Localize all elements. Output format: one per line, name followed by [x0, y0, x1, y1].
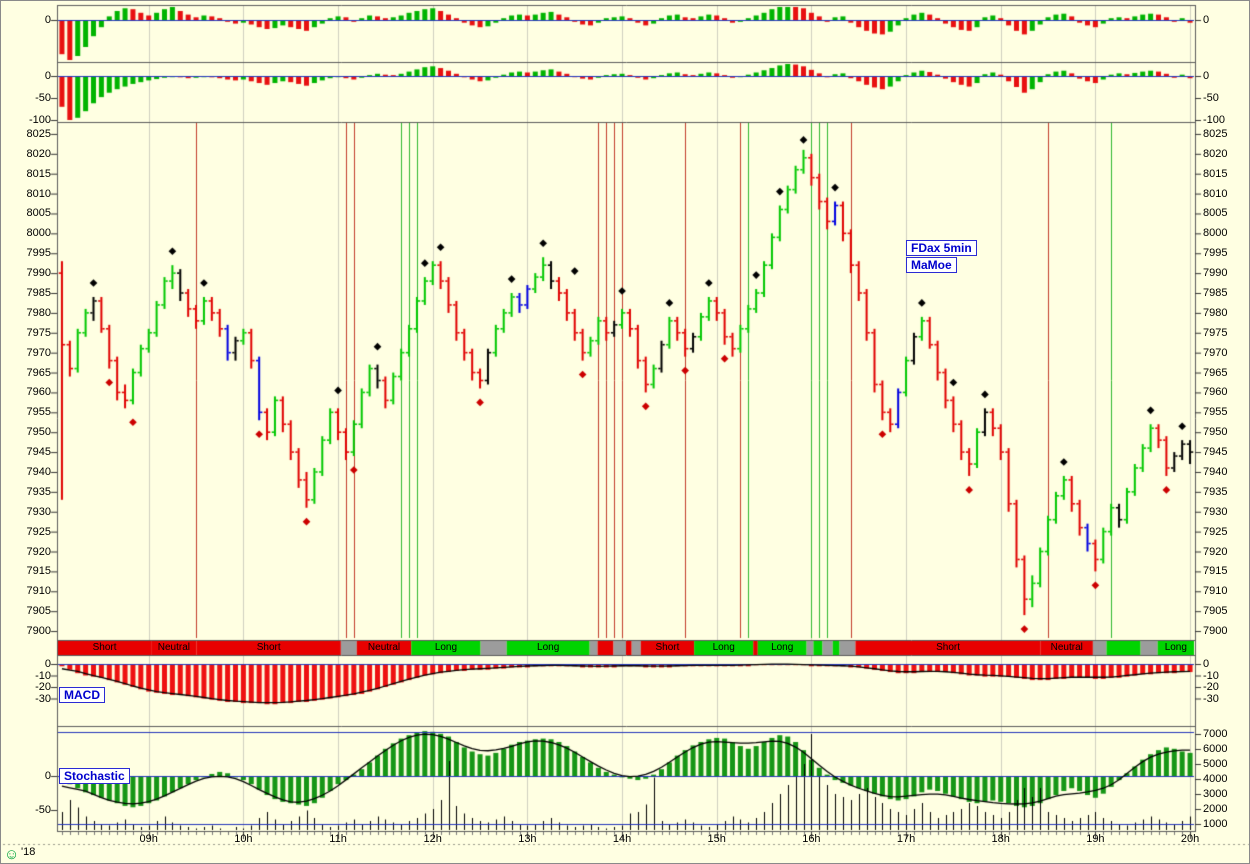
chart-legend[interactable]: FDax 5min MaMoe [906, 240, 977, 273]
smiley-icon[interactable]: ☺ [4, 846, 20, 863]
legend-indicator: MaMoe [906, 257, 957, 273]
year-label: '18 [21, 846, 36, 858]
macd-panel-label: MACD [59, 687, 105, 703]
legend-instrument: FDax 5min [906, 240, 977, 256]
stochastic-panel-label: Stochastic [59, 768, 130, 784]
